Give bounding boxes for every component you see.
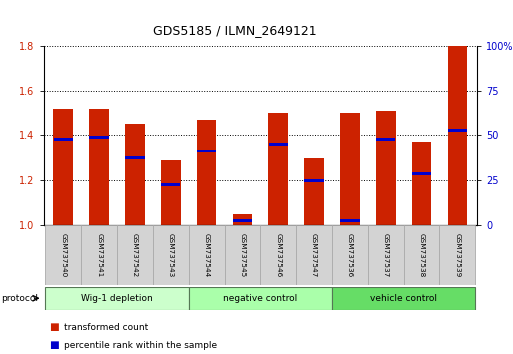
Bar: [448, 130, 467, 132]
Text: GSM737546: GSM737546: [275, 233, 281, 278]
Bar: [89, 136, 109, 139]
Bar: [304, 158, 324, 225]
Text: transformed count: transformed count: [64, 323, 148, 332]
FancyBboxPatch shape: [404, 225, 440, 285]
FancyBboxPatch shape: [189, 287, 332, 310]
Bar: [376, 111, 396, 225]
Text: GSM737547: GSM737547: [311, 233, 317, 278]
FancyBboxPatch shape: [153, 225, 189, 285]
Bar: [304, 179, 324, 182]
FancyBboxPatch shape: [225, 225, 260, 285]
Bar: [197, 120, 216, 225]
Text: GSM737541: GSM737541: [96, 233, 102, 278]
Bar: [125, 124, 145, 225]
Bar: [232, 213, 252, 225]
Text: negative control: negative control: [223, 294, 298, 303]
Bar: [340, 113, 360, 225]
FancyBboxPatch shape: [440, 225, 476, 285]
Text: GSM737540: GSM737540: [61, 233, 66, 278]
FancyBboxPatch shape: [45, 287, 189, 310]
FancyBboxPatch shape: [332, 287, 476, 310]
Bar: [268, 113, 288, 225]
Bar: [161, 160, 181, 225]
Text: GSM737543: GSM737543: [168, 233, 174, 278]
FancyBboxPatch shape: [81, 225, 117, 285]
Bar: [412, 142, 431, 225]
FancyBboxPatch shape: [45, 225, 81, 285]
Bar: [340, 219, 360, 222]
Text: GSM737545: GSM737545: [240, 233, 245, 278]
Text: GSM737539: GSM737539: [455, 233, 460, 278]
Bar: [54, 138, 73, 141]
FancyBboxPatch shape: [117, 225, 153, 285]
FancyBboxPatch shape: [189, 225, 225, 285]
Text: GSM737538: GSM737538: [419, 233, 425, 278]
Text: GSM737544: GSM737544: [204, 233, 210, 278]
FancyBboxPatch shape: [368, 225, 404, 285]
Text: GSM737536: GSM737536: [347, 233, 353, 278]
FancyBboxPatch shape: [260, 225, 296, 285]
Bar: [89, 109, 109, 225]
Bar: [53, 109, 73, 225]
Bar: [197, 150, 216, 153]
Text: ■: ■: [49, 340, 58, 350]
FancyBboxPatch shape: [296, 225, 332, 285]
Text: Wig-1 depletion: Wig-1 depletion: [81, 294, 153, 303]
Text: percentile rank within the sample: percentile rank within the sample: [64, 341, 217, 350]
Text: vehicle control: vehicle control: [370, 294, 437, 303]
Bar: [233, 219, 252, 222]
Bar: [269, 143, 288, 146]
Text: GDS5185 / ILMN_2649121: GDS5185 / ILMN_2649121: [152, 24, 316, 37]
Bar: [376, 138, 396, 141]
Text: GSM737542: GSM737542: [132, 233, 138, 278]
Text: protocol: protocol: [1, 294, 38, 303]
Bar: [161, 183, 181, 186]
FancyBboxPatch shape: [332, 225, 368, 285]
Text: ■: ■: [49, 322, 58, 332]
Text: GSM737537: GSM737537: [383, 233, 389, 278]
Bar: [447, 46, 467, 225]
Bar: [125, 156, 145, 159]
Bar: [412, 172, 431, 175]
